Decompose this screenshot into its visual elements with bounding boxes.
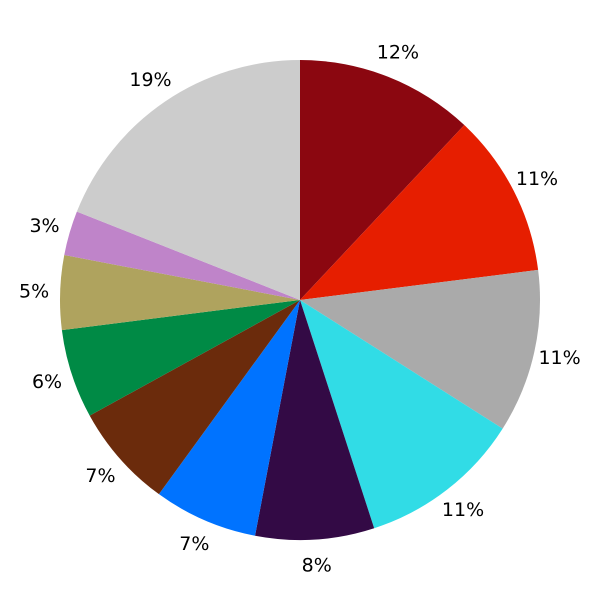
slice-label: 11%: [516, 168, 558, 190]
slice-label: 6%: [32, 371, 62, 393]
pie-slice: [300, 60, 465, 300]
pie-slice: [61, 300, 300, 416]
pie-slice: [300, 300, 503, 529]
slice-label: 7%: [179, 533, 209, 555]
pie-slice: [300, 269, 540, 429]
pie-slice: [76, 60, 301, 300]
pie-slice: [158, 300, 300, 536]
slice-label: 19%: [129, 69, 171, 91]
pie-slice: [255, 300, 375, 540]
pie-slice: [59, 255, 300, 331]
slice-label: 11%: [442, 499, 484, 521]
slice-label: 8%: [302, 554, 332, 576]
pie-slice: [89, 300, 300, 495]
slice-label: 12%: [377, 42, 419, 64]
slice-label: 11%: [538, 347, 580, 369]
pie-slice: [64, 211, 300, 300]
slice-label: 3%: [29, 215, 59, 237]
pie-slice: [300, 125, 539, 300]
slice-label: 5%: [19, 281, 49, 303]
slice-label: 7%: [85, 465, 115, 487]
